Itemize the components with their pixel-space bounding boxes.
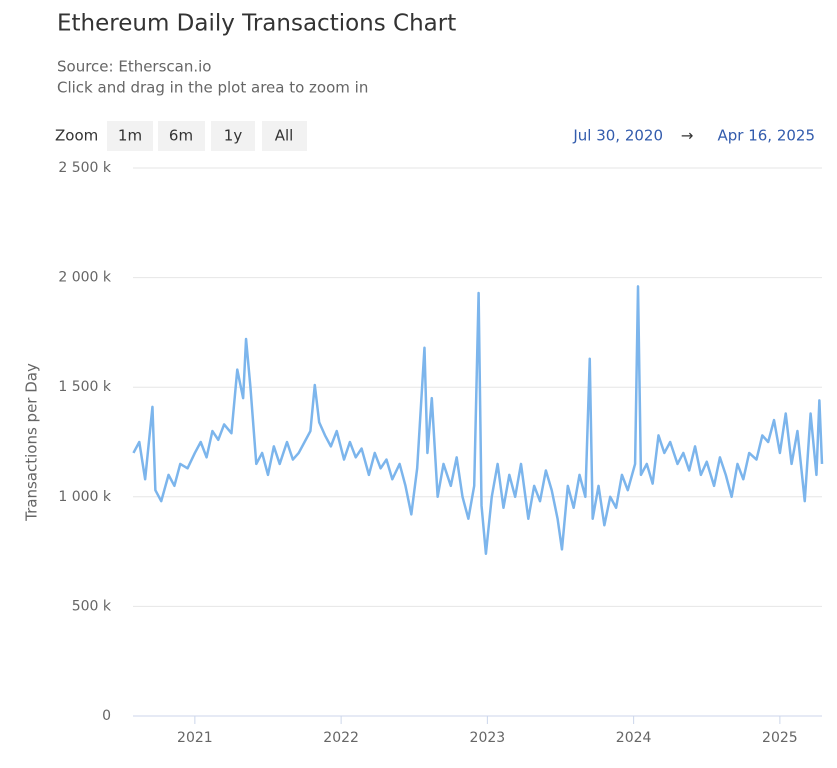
y-tick-label: 1 500 k — [58, 379, 112, 395]
x-tick-label: 2023 — [470, 730, 506, 746]
x-tick-label: 2025 — [762, 730, 798, 746]
y-tick-label: 2 500 k — [58, 160, 112, 176]
zoom-label: Zoom — [55, 127, 98, 145]
zoom-button[interactable] — [158, 121, 205, 151]
data-line — [132, 285, 824, 556]
zoom-button-label[interactable]: 1m — [118, 127, 142, 145]
x-tick-label: 2021 — [177, 730, 213, 746]
range-to[interactable]: Apr 16, 2025 — [717, 127, 815, 145]
zoom-button[interactable] — [262, 121, 307, 151]
subtitle: Source: Etherscan.io — [57, 58, 211, 76]
y-tick-label: 0 — [102, 708, 111, 724]
zoom-button-label[interactable]: 1y — [224, 127, 243, 145]
zoom-button-label[interactable]: All — [275, 127, 294, 145]
x-tick-label: 2022 — [323, 730, 359, 746]
subtitle: Click and drag in the plot area to zoom … — [57, 79, 368, 97]
chart-title: Ethereum Daily Transactions Chart — [57, 11, 456, 37]
x-tick-label: 2024 — [616, 730, 652, 746]
y-tick-label: 500 k — [72, 598, 112, 614]
y-axis-title: Transactions per Day — [23, 363, 41, 522]
zoom-button[interactable] — [211, 121, 255, 151]
zoom-button-label[interactable]: 6m — [169, 127, 193, 145]
y-tick-label: 1 000 k — [58, 489, 112, 505]
y-tick-label: 2 000 k — [58, 270, 112, 286]
range-separator: → — [681, 127, 694, 145]
range-from[interactable]: Jul 30, 2020 — [572, 127, 663, 145]
zoom-button[interactable] — [107, 121, 153, 151]
